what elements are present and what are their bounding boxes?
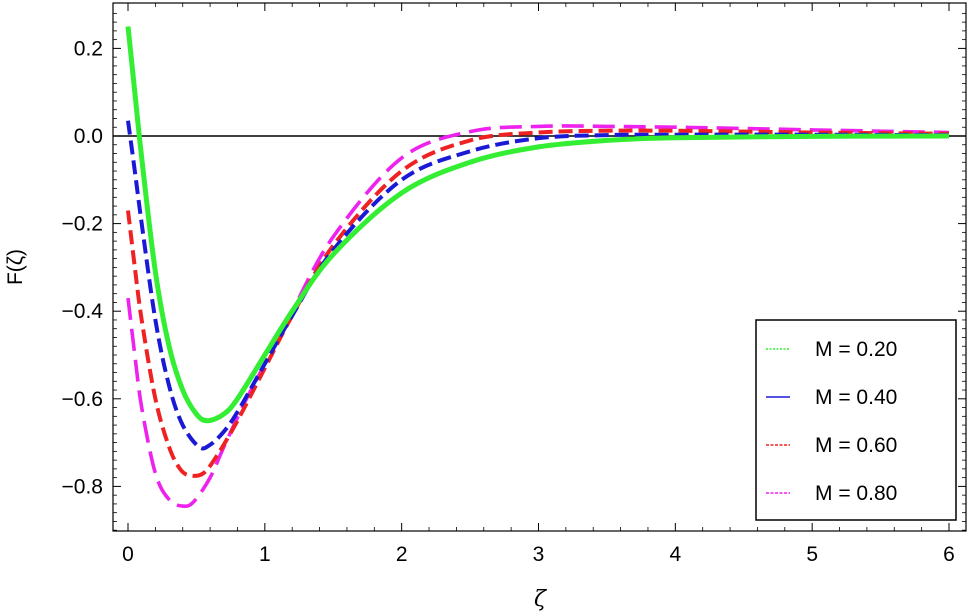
x-tick-label: 4 (669, 543, 681, 566)
x-tick-label: 6 (943, 543, 955, 566)
legend-label-4: M = 0.80 (815, 482, 897, 505)
legend: M = 0.20 M = 0.40 M = 0.60 M = 0.80 (755, 319, 957, 521)
y-tick-label: 0.0 (74, 125, 103, 148)
y-tick-label: −0.4 (62, 300, 104, 323)
ticks (113, 3, 966, 531)
y-tick-label: −0.8 (62, 475, 103, 498)
y-axis-label: F(ζ) (4, 249, 27, 285)
series-line-3 (126, 128, 950, 478)
x-tick-label: 1 (259, 543, 271, 566)
series-line-2 (126, 120, 950, 451)
series-line-1 (125, 26, 950, 424)
y-tick-label: −0.2 (62, 213, 103, 236)
series-layer (125, 26, 950, 509)
x-tick-label: 0 (122, 543, 134, 566)
tick-labels: 0 1 2 3 4 5 6 0.2 0.0 −0.2 −0.4 −0.6 −0.8 (62, 37, 955, 566)
legend-label-3: M = 0.60 (815, 434, 897, 457)
y-tick-label: 0.2 (74, 37, 103, 60)
x-tick-label: 3 (533, 543, 545, 566)
x-axis-label: ζ (534, 587, 548, 612)
legend-label-1: M = 0.20 (815, 338, 897, 361)
x-tick-label: 5 (806, 543, 818, 566)
x-tick-label: 2 (396, 543, 408, 566)
legend-items: M = 0.20 M = 0.40 M = 0.60 M = 0.80 (766, 338, 897, 505)
legend-box (755, 319, 957, 521)
y-tick-label: −0.6 (62, 388, 103, 411)
legend-label-2: M = 0.40 (815, 386, 897, 409)
